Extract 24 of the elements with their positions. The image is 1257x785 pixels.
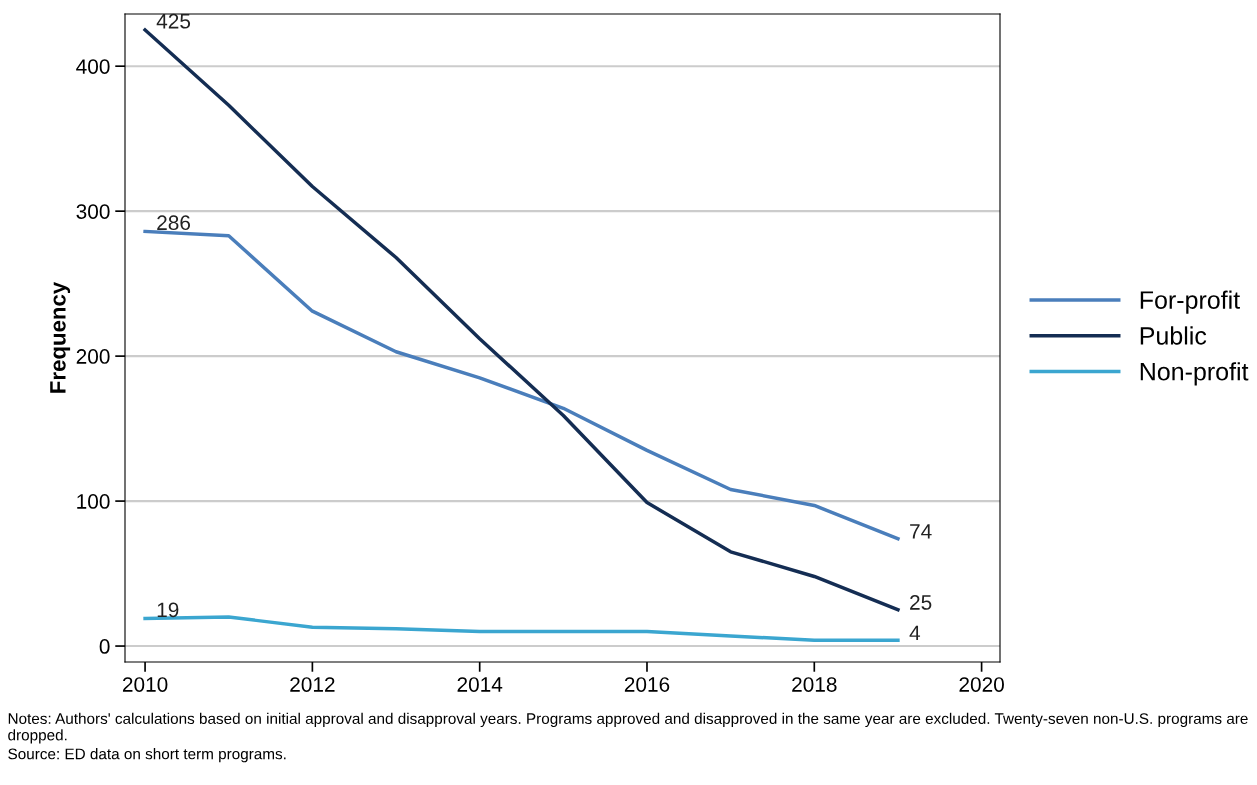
- line-series: [143, 229, 900, 541]
- x-tick-label: 2020: [959, 677, 1004, 692]
- x-tick-label: 2016: [624, 677, 670, 692]
- data-label: 19: [157, 602, 179, 618]
- data-label: 74: [910, 524, 932, 539]
- legend-label: Public: [1140, 326, 1207, 345]
- y-tick-label: 400: [76, 59, 110, 74]
- x-tick-label: 2014: [457, 677, 503, 692]
- data-label: 425: [156, 13, 191, 29]
- y-axis-title: Frequency: [50, 281, 71, 393]
- y-tick-label: 100: [77, 494, 110, 509]
- y-tick-label: 0: [99, 639, 110, 654]
- x-tick-label: 2010: [122, 677, 168, 692]
- x-tick-label: 2012: [290, 677, 335, 692]
- legend-label: For-profit: [1140, 290, 1240, 314]
- y-tick-label: 200: [76, 349, 110, 364]
- text: Notes: Authors' calculations based on initial approval and disapproval years. Programs approved and disapproved in the same year are excluded. Twenty-seven non-U.S. programs are dropped.: [8, 712, 1248, 744]
- data-label: 25: [910, 595, 932, 610]
- legend-label: Non-profit: [1140, 362, 1249, 386]
- data-label: 4: [909, 625, 921, 641]
- data-label: 286: [157, 215, 191, 231]
- x-tick-label: 2018: [792, 677, 837, 692]
- source-note: Source: ED data on short term programs.: [8, 748, 286, 763]
- y-tick-label: 300: [76, 204, 110, 219]
